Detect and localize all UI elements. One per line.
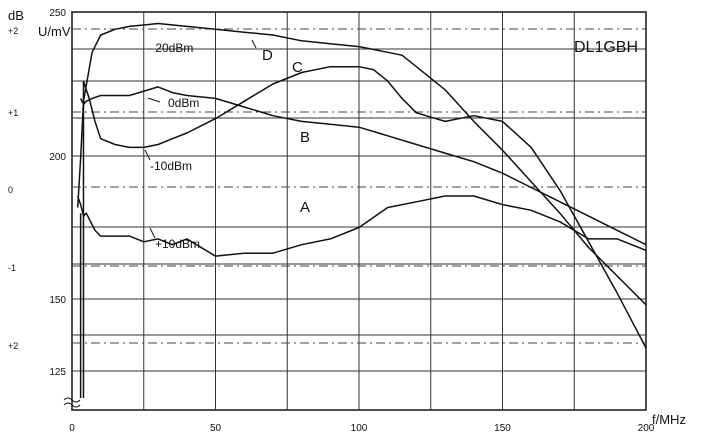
series-label-a: A	[300, 199, 310, 216]
annotation-leader-line	[147, 97, 161, 103]
annotation-leader-line	[144, 149, 151, 161]
y-tick-label: 150	[49, 295, 66, 306]
y-tick-label: 125	[49, 367, 66, 378]
y-tick-label: 250	[49, 8, 66, 19]
x-tick-label: 200	[638, 423, 655, 434]
series-line-b	[79, 86, 647, 246]
series-annotation-a: +10dBm	[155, 237, 200, 251]
db-reference-lines	[72, 28, 646, 344]
db-tick-label: -1	[8, 263, 16, 273]
chart-watermark: DL1GBH	[574, 39, 638, 56]
y2-axis-label: dB	[8, 8, 24, 23]
db-tick-label: +2	[8, 341, 18, 351]
series-annotation-c: -10dBm	[150, 159, 192, 173]
series-label-c: C	[292, 59, 303, 76]
grid	[71, 11, 647, 411]
series-label-d: D	[262, 47, 273, 64]
x-tick-label: 150	[494, 423, 511, 434]
series-label-b: B	[300, 129, 310, 146]
annotations: D - 20dBm C -10dBm B 0dBm A +10dBm	[144, 39, 310, 251]
x-tick-label: 50	[210, 423, 222, 434]
db-tick-label: +1	[8, 108, 18, 118]
series-annotation-b: 0dBm	[168, 96, 199, 110]
series-lines	[76, 22, 647, 398]
series-annotation-d: - 20dBm	[148, 41, 193, 55]
annotation-leader-line	[251, 39, 257, 49]
db-tick-label: 0	[8, 185, 13, 195]
annotation-leader-line	[149, 227, 156, 239]
db-tick-label: +2	[8, 26, 18, 36]
x-tick-label: 100	[351, 423, 368, 434]
x-axis-label: f/MHz	[652, 412, 686, 427]
x-tick-label: 0	[69, 423, 75, 434]
series-line-c	[82, 65, 647, 349]
series-line-a	[76, 195, 647, 257]
series-line-d	[76, 22, 647, 306]
tick-labels: 0 50 100 150 200 125 150 200 250 +2 +1 0 -1 +2	[8, 8, 655, 434]
y-tick-label: 200	[49, 152, 66, 163]
axis-break-icon	[63, 397, 81, 408]
y-axis-label: U/mV	[38, 24, 71, 39]
